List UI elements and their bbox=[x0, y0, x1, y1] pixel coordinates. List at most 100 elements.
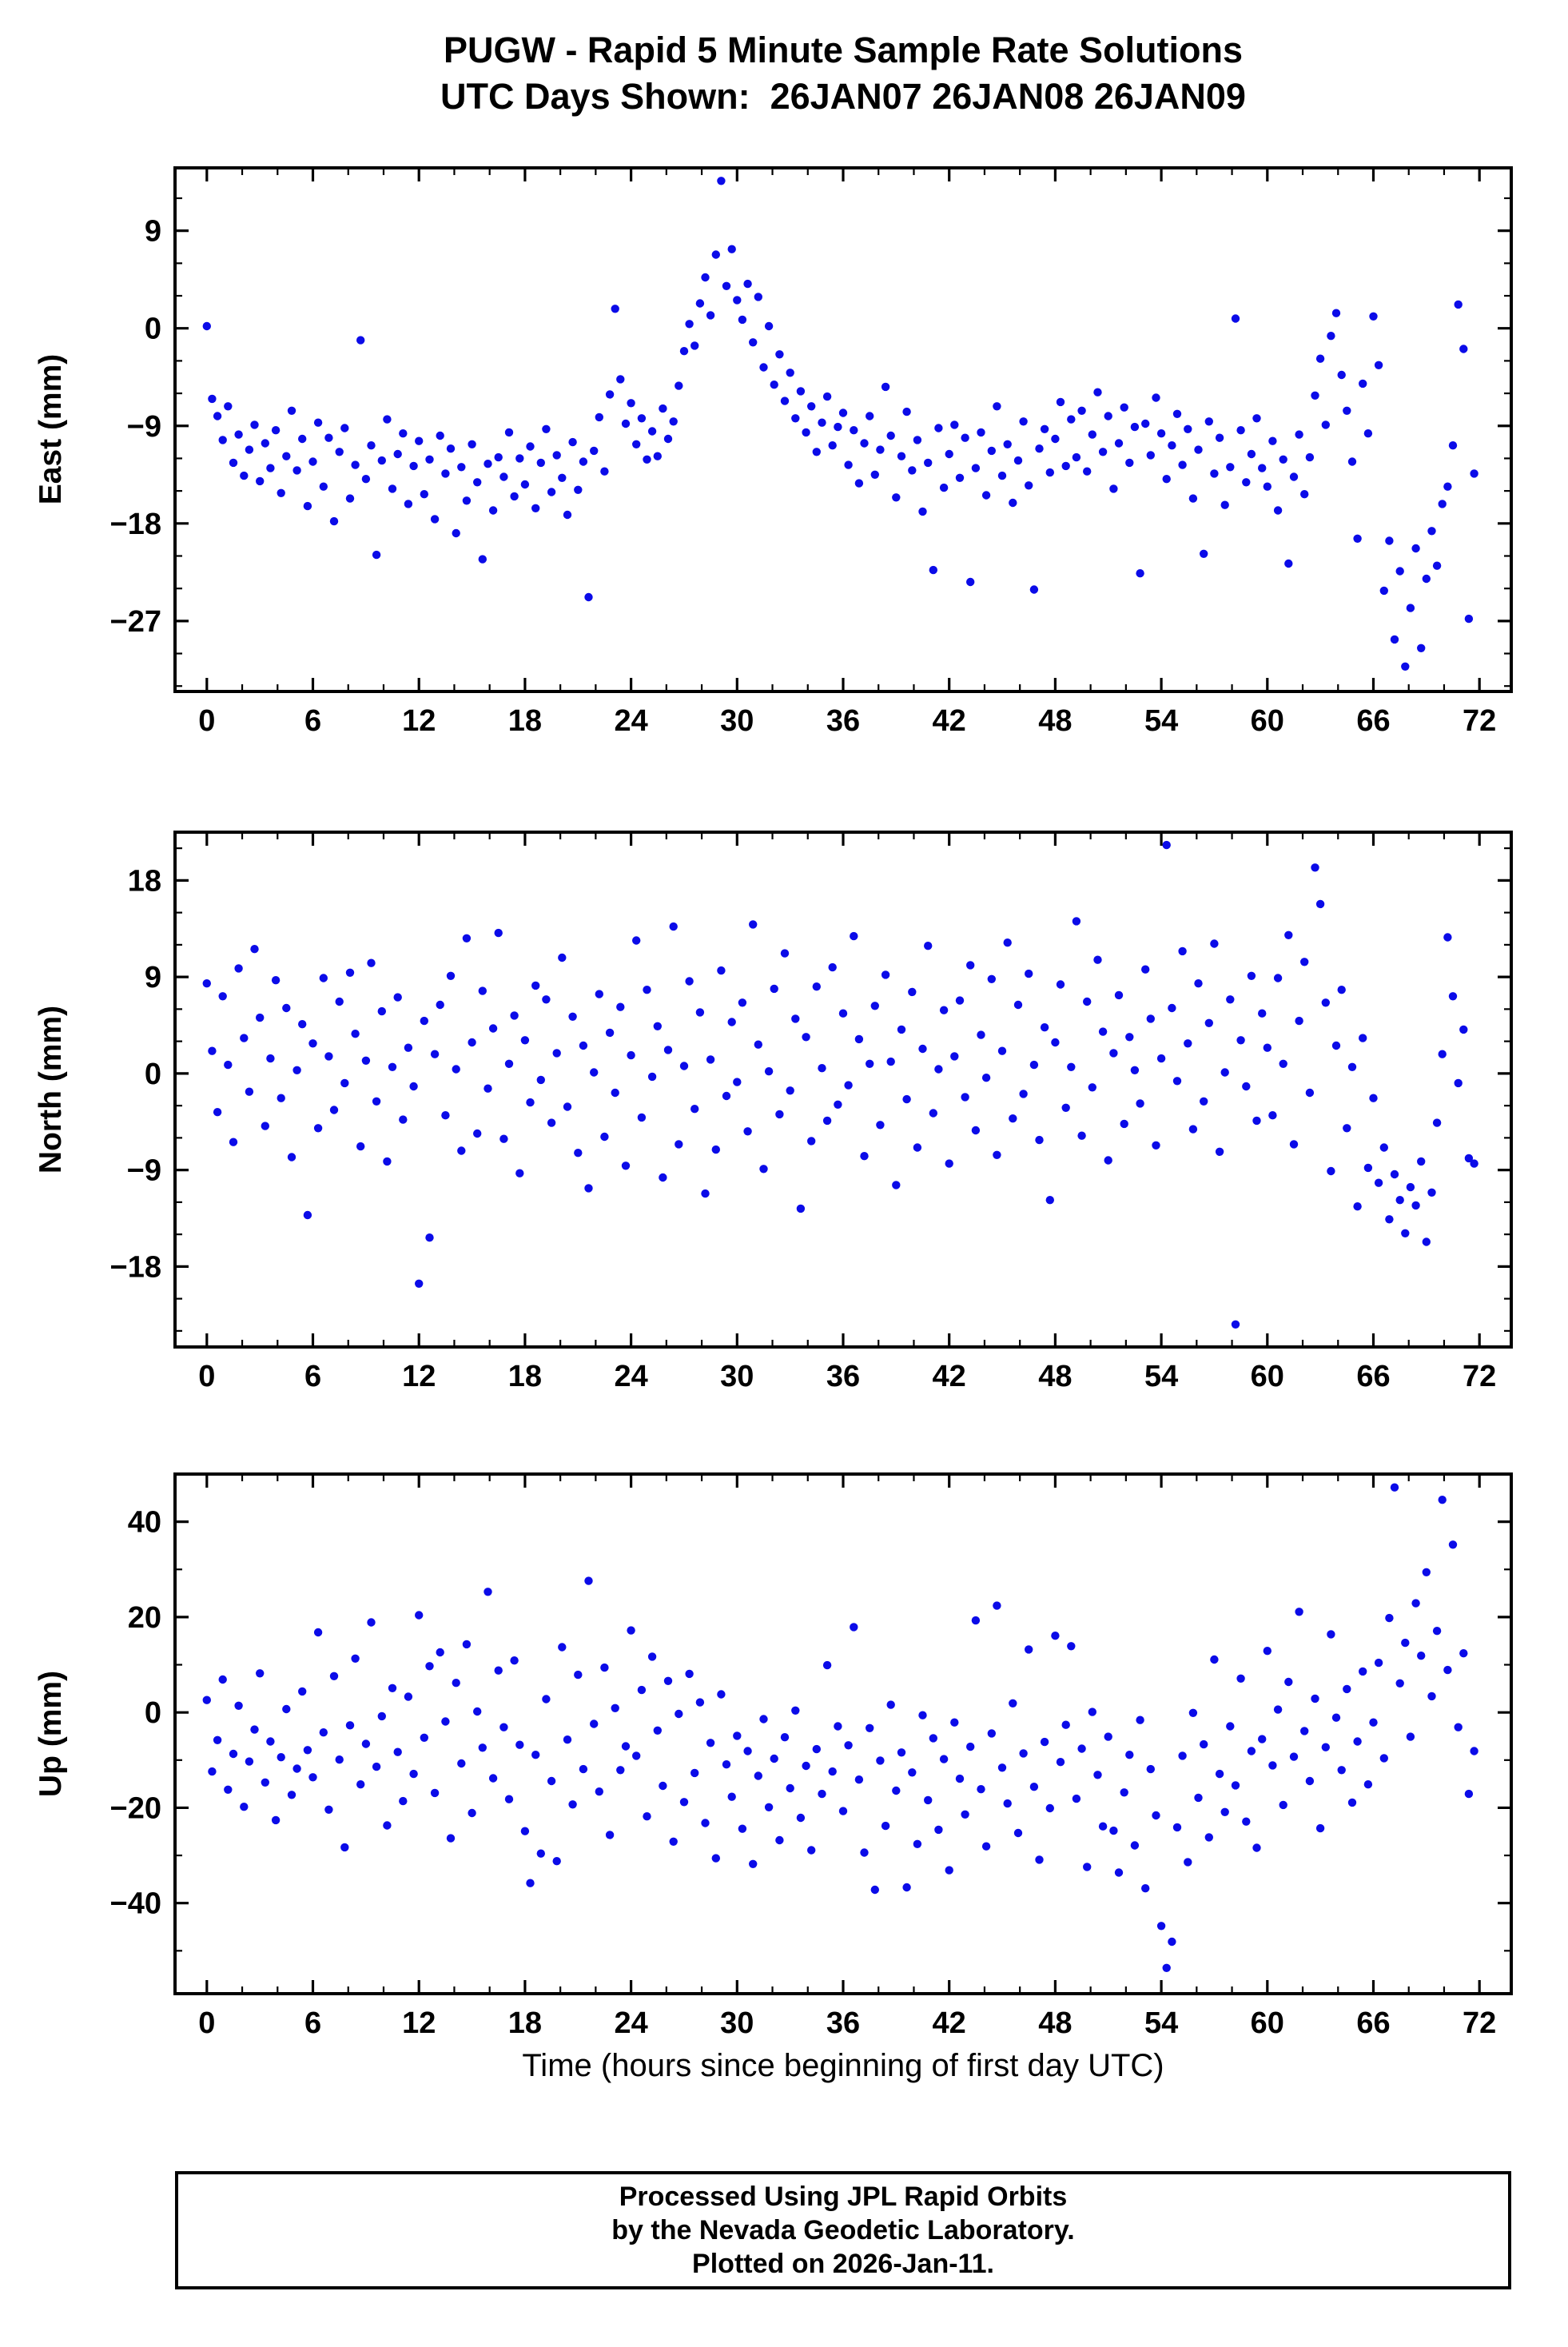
data-point bbox=[1220, 1068, 1229, 1077]
data-point bbox=[1136, 569, 1144, 578]
data-point bbox=[1347, 457, 1357, 466]
data-point bbox=[1273, 974, 1283, 982]
data-point bbox=[791, 1706, 800, 1715]
data-point bbox=[393, 449, 402, 459]
data-point bbox=[727, 1018, 736, 1026]
data-point bbox=[669, 922, 678, 931]
data-point bbox=[1156, 1054, 1166, 1063]
data-point bbox=[1343, 1684, 1351, 1694]
data-point bbox=[1327, 1166, 1335, 1176]
data-point bbox=[786, 1086, 794, 1095]
data-point bbox=[955, 473, 965, 482]
data-point bbox=[1204, 1018, 1214, 1028]
data-point bbox=[1311, 1694, 1319, 1703]
data-point bbox=[866, 1059, 874, 1069]
data-point bbox=[1417, 644, 1426, 652]
x-tick-label: 54 bbox=[1144, 2006, 1178, 2040]
data-point bbox=[1263, 1043, 1272, 1052]
data-point bbox=[430, 1050, 440, 1058]
data-point bbox=[542, 1695, 551, 1703]
data-point bbox=[860, 1152, 869, 1161]
data-point bbox=[1417, 1157, 1426, 1166]
data-point bbox=[218, 992, 227, 1001]
data-point bbox=[977, 1785, 985, 1794]
x-tick-label: 66 bbox=[1356, 1360, 1390, 1393]
data-point bbox=[1098, 1822, 1108, 1831]
data-point bbox=[1025, 1645, 1033, 1654]
x-tick-label: 30 bbox=[720, 1360, 754, 1393]
data-point bbox=[950, 420, 959, 429]
data-point bbox=[669, 1837, 678, 1846]
data-point bbox=[478, 555, 487, 564]
chart-title-line1: PUGW - Rapid 5 Minute Sample Rate Soluti… bbox=[443, 30, 1244, 70]
data-point bbox=[1072, 1794, 1081, 1803]
data-point bbox=[881, 970, 890, 979]
data-point bbox=[494, 452, 503, 462]
data-point bbox=[1321, 1743, 1331, 1751]
data-point bbox=[966, 1742, 975, 1751]
data-point bbox=[1363, 1780, 1373, 1789]
data-point bbox=[526, 442, 535, 451]
data-point bbox=[977, 1030, 985, 1039]
data-point bbox=[1284, 559, 1293, 568]
data-point bbox=[261, 1122, 269, 1130]
data-point bbox=[542, 995, 551, 1004]
data-point bbox=[1040, 1737, 1049, 1747]
data-point bbox=[531, 504, 540, 512]
data-point bbox=[1279, 1800, 1287, 1810]
data-point bbox=[818, 1789, 826, 1799]
data-point bbox=[759, 1165, 768, 1174]
data-point bbox=[1072, 917, 1081, 926]
x-tick-label: 18 bbox=[508, 1360, 542, 1393]
data-point bbox=[743, 1747, 752, 1755]
data-point bbox=[552, 451, 561, 460]
data-point bbox=[536, 1849, 545, 1858]
data-point bbox=[1273, 506, 1283, 515]
data-point bbox=[653, 1726, 662, 1735]
data-point bbox=[441, 469, 450, 478]
data-point bbox=[494, 928, 503, 938]
data-point bbox=[1013, 1000, 1023, 1010]
data-point bbox=[1162, 1963, 1171, 1972]
data-point bbox=[850, 931, 858, 941]
data-point bbox=[838, 1807, 848, 1815]
data-point bbox=[961, 433, 969, 442]
data-point bbox=[981, 1074, 991, 1082]
x-axis-label: Time (hours since beginning of first day… bbox=[522, 2048, 1164, 2083]
data-point bbox=[351, 460, 360, 469]
data-point bbox=[993, 402, 1001, 411]
data-point bbox=[277, 1094, 285, 1102]
data-point bbox=[600, 1132, 609, 1142]
data-point bbox=[287, 1153, 296, 1162]
data-point bbox=[1395, 1679, 1404, 1688]
data-point bbox=[987, 446, 997, 456]
data-point bbox=[1331, 1713, 1341, 1722]
data-point bbox=[298, 1020, 307, 1029]
data-point bbox=[1168, 1937, 1176, 1947]
data-point bbox=[425, 455, 434, 464]
data-point bbox=[1194, 979, 1203, 988]
data-point bbox=[1295, 1016, 1303, 1026]
data-point bbox=[277, 1753, 285, 1762]
data-point bbox=[1130, 1841, 1140, 1850]
data-point bbox=[997, 1046, 1007, 1055]
data-point bbox=[908, 466, 917, 475]
data-point bbox=[802, 1033, 810, 1042]
data-point bbox=[1088, 1083, 1097, 1092]
data-point bbox=[1295, 430, 1303, 439]
data-point bbox=[1263, 482, 1272, 491]
data-point bbox=[590, 1719, 599, 1728]
data-point bbox=[1331, 309, 1341, 317]
data-point bbox=[918, 1044, 927, 1054]
x-tick-label: 60 bbox=[1251, 2006, 1284, 2040]
x-tick-label: 72 bbox=[1463, 704, 1496, 738]
data-point bbox=[313, 1124, 323, 1133]
data-point bbox=[1417, 1652, 1426, 1660]
data-point bbox=[866, 1723, 874, 1732]
data-point bbox=[224, 1060, 233, 1070]
data-point bbox=[1146, 1764, 1156, 1774]
data-point bbox=[663, 1046, 673, 1054]
data-point bbox=[208, 1046, 217, 1055]
data-point bbox=[643, 455, 651, 464]
data-point bbox=[647, 427, 657, 436]
